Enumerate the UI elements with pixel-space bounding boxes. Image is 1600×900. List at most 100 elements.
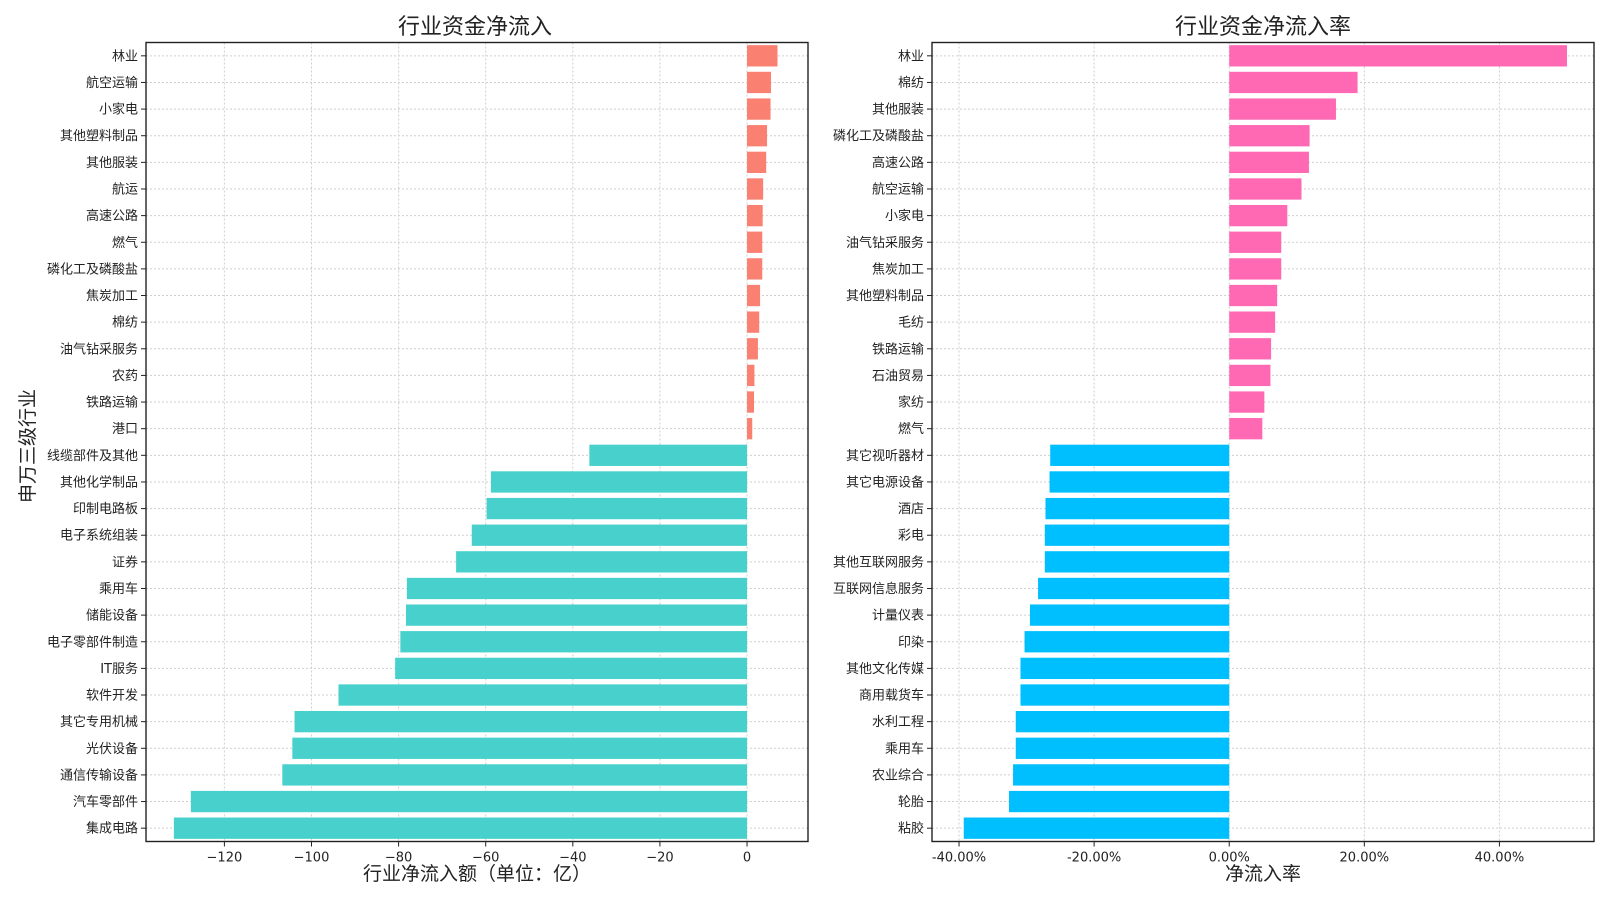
net-inflow-category-label: 其他化学制品 (60, 474, 138, 490)
net-inflow-bar (747, 98, 771, 120)
net-inflow-category-label: 焦炭加工 (86, 289, 138, 304)
net-inflow-bar (747, 364, 755, 387)
net-inflow-rate-bar (1229, 45, 1567, 67)
net-inflow-rate-x-tick-label: -40.00% (932, 851, 986, 866)
net-inflow-bar (400, 631, 748, 653)
net-inflow-category-label: 光伏设备 (86, 741, 138, 757)
net-inflow-rate-bars (963, 45, 1567, 839)
net-inflow-category-label: 软件开发 (86, 688, 138, 704)
net-inflow-rate-bar (1015, 737, 1230, 759)
net-inflow-category-label: 其他服装 (86, 156, 138, 171)
net-inflow-rate-x-tick-label: 20.00% (1340, 851, 1390, 866)
net-inflow-rate-category-labels: 林业棉纺其他服装磷化工及磷酸盐高速公路航空运输小家电油气钻采服务焦炭加工其他塑料… (833, 49, 924, 836)
net-inflow-category-label: 林业 (112, 49, 138, 64)
net-inflow-rate-bar (1229, 71, 1358, 94)
net-inflow-bar (456, 551, 748, 573)
net-inflow-bar (747, 418, 753, 440)
net-inflow-bar (747, 391, 754, 413)
net-inflow-rate-panel: 行业资金净流入率 林业棉纺其他服装磷化工及磷酸盐高速公路航空运输小家电油气钻采服… (833, 15, 1595, 885)
net-inflow-rate-category-label: 其它视听器材 (846, 448, 924, 464)
net-inflow-rate-bar (1229, 178, 1302, 200)
net-inflow-category-label: 磷化工及磷酸盐 (47, 262, 138, 277)
net-inflow-x-tick-label: −40 (559, 851, 586, 866)
net-inflow-bar (338, 684, 748, 706)
net-inflow-bar (747, 45, 778, 67)
net-inflow-category-label: 电子零部件制造 (47, 635, 138, 650)
net-inflow-rate-category-label: 其他文化传媒 (846, 662, 924, 677)
net-inflow-rate-plot-frame (931, 41, 1595, 843)
net-inflow-bar (747, 311, 760, 333)
net-inflow-category-label: 电子系统组装 (60, 529, 138, 544)
net-inflow-rate-category-label: 水利工程 (872, 715, 924, 730)
net-inflow-x-tick-label: −80 (385, 851, 412, 866)
net-inflow-bar (747, 284, 761, 307)
net-inflow-rate-category-label: 粘胶 (898, 821, 924, 837)
net-inflow-rate-category-label: 焦炭加工 (872, 262, 924, 277)
net-inflow-x-tick-label: −20 (646, 851, 673, 866)
net-inflow-category-label: 汽车零部件 (73, 794, 138, 810)
net-inflow-rate-category-label: 棉纺 (898, 76, 924, 91)
net-inflow-rate-category-label: 其它电源设备 (846, 474, 924, 490)
net-inflow-rate-x-tick-label: -20.00% (1067, 851, 1121, 866)
net-inflow-rate-bar (1229, 125, 1310, 147)
net-inflow-rate-bar (1044, 551, 1230, 573)
net-inflow-rate-bar (1020, 657, 1230, 680)
net-inflow-rate-bar (1020, 684, 1230, 706)
net-inflow-rate-category-label: 家纺 (898, 395, 924, 411)
net-inflow-rate-category-label: 乘用车 (885, 741, 924, 757)
net-inflow-rate-category-label: 轮胎 (898, 795, 924, 810)
net-inflow-bar (747, 178, 764, 200)
net-inflow-bar (747, 338, 758, 360)
net-inflow-bar (190, 790, 748, 813)
net-inflow-rate-category-label: 石油贸易 (872, 369, 924, 384)
net-inflow-rate-bar (963, 817, 1230, 839)
net-inflow-category-label: 印制电路板 (73, 501, 138, 517)
net-inflow-rate-bar (1045, 497, 1230, 520)
net-inflow-category-label: 油气钻采服务 (60, 341, 138, 357)
net-inflow-rate-bar (1015, 710, 1230, 733)
net-inflow-x-tick-label: −60 (472, 851, 499, 866)
net-inflow-title: 行业资金净流入 (398, 15, 552, 40)
net-inflow-rate-bar (1229, 151, 1309, 174)
net-inflow-x-tick-label: 0 (743, 851, 751, 866)
net-inflow-rate-bar (1044, 524, 1230, 546)
net-inflow-rate-bar (1029, 604, 1230, 626)
net-inflow-x-tick-label: −100 (294, 851, 330, 866)
net-inflow-rate-grid (932, 42, 1594, 842)
net-inflow-x-ticks: −120 −100 −80 −60 −40 −20 0 (141, 55, 751, 866)
net-inflow-rate-category-label: 彩电 (898, 529, 924, 544)
net-inflow-category-label: 高速公路 (86, 208, 138, 224)
net-inflow-rate-bar (1229, 418, 1263, 440)
net-inflow-rate-category-label: 印染 (898, 635, 924, 650)
net-inflow-rate-x-ticks: -40.00% -20.00% 0.00% 20.00% 40.00% (927, 55, 1525, 866)
net-inflow-bar (294, 710, 748, 733)
net-inflow-rate-category-label: 林业 (898, 49, 924, 64)
net-inflow-rate-bar (1229, 231, 1282, 253)
net-inflow-grid (146, 42, 808, 842)
net-inflow-rate-category-label: 互联网信息服务 (833, 581, 924, 597)
net-inflow-bar (747, 231, 763, 253)
net-inflow-rate-category-label: 油气钻采服务 (846, 235, 924, 251)
net-inflow-rate-bar (1229, 311, 1276, 333)
net-inflow-rate-x-tick-label: 0.00% (1209, 851, 1250, 866)
net-inflow-rate-bar (1229, 338, 1272, 360)
net-inflow-rate-category-label: 毛纺 (898, 316, 924, 331)
net-inflow-rate-bar (1229, 204, 1288, 227)
net-inflow-rate-category-label: 航空运输 (872, 181, 924, 197)
net-inflow-rate-category-label: 磷化工及磷酸盐 (833, 129, 924, 144)
net-inflow-bar (589, 444, 748, 466)
net-inflow-category-label: 铁路运输 (86, 395, 138, 411)
net-inflow-category-label: 乘用车 (99, 581, 138, 597)
net-inflow-rate-x-tick-label: 40.00% (1475, 851, 1525, 866)
net-inflow-category-label: 其它专用机械 (60, 714, 138, 730)
net-inflow-bar (747, 151, 767, 174)
net-inflow-rate-category-label: 农业综合 (872, 768, 924, 783)
net-inflow-rate-bar (1229, 364, 1271, 387)
net-inflow-bar (292, 737, 748, 759)
net-inflow-rate-bar (1229, 258, 1282, 280)
net-inflow-rate-title: 行业资金净流入率 (1175, 15, 1351, 40)
net-inflow-bar (471, 524, 748, 546)
net-inflow-rate-bar (1013, 764, 1230, 786)
net-inflow-y-axis-label: 申万三级行业 (17, 389, 39, 503)
net-inflow-category-label: 集成电路 (86, 821, 138, 837)
